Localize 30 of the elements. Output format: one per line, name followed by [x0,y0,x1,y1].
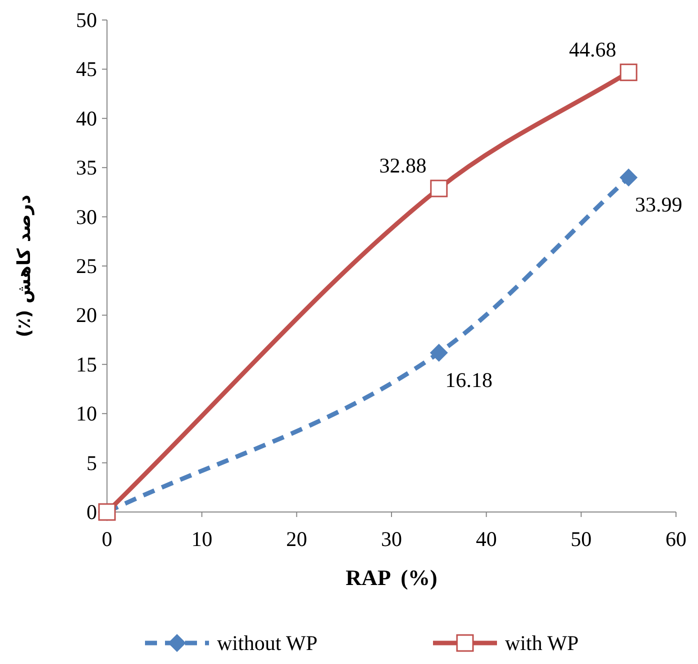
y-axis-title: درصد کاهش (٪) [14,194,35,338]
x-tick-label: 20 [286,527,308,551]
y-tick-label: 25 [76,254,97,278]
point [620,64,638,82]
point [430,180,448,198]
y-tick-label: 45 [76,57,97,82]
legend-label: without WP [217,631,318,655]
data-label: 44.68 [568,37,616,62]
point [620,168,638,187]
x-tick-label: 40 [476,527,497,551]
y-tick-label: 40 [76,106,97,130]
y-tick-label: 50 [76,8,97,32]
x-tick-label: 0 [102,527,112,551]
y-tick-label: 35 [76,156,97,180]
x-axis-title: RAP (%) [346,565,438,590]
y-tick-label: 10 [76,402,97,426]
point [430,344,448,362]
x-tick-label: 10 [191,527,212,551]
y-tick-label: 5 [86,450,97,475]
x-tick-label: 30 [381,527,402,551]
x-tick-label: 50 [570,527,592,551]
y-tick-label: 30 [76,204,97,229]
legend-label: with WP [505,631,579,655]
data-label: 16.18 [445,368,493,392]
data-label: 32.88 [379,153,427,178]
y-tick-label: 15 [76,352,97,376]
data-label: 33.99 [634,192,682,217]
y-tick-label: 20 [76,303,97,328]
x-tick-label: 60 [666,527,686,551]
y-tick-label: 0 [86,500,97,524]
